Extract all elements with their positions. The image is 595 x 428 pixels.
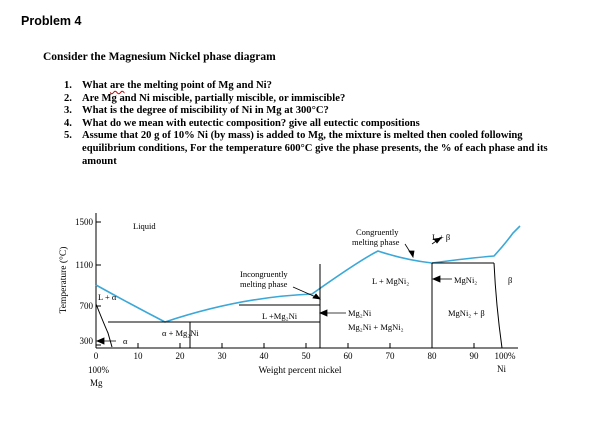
label-mgni2: MgNi₂ — [454, 275, 477, 285]
x-tick-label: 70 — [386, 351, 396, 361]
question-3: 3. What is the degree of miscibility of … — [64, 105, 564, 118]
question-number: 2. — [64, 92, 72, 104]
region-alpha: α — [123, 336, 128, 346]
congruent-label-1: Congruently — [356, 227, 399, 237]
region-l-mg2ni: L +Mg₂Ni — [262, 311, 298, 321]
region-l-beta: L + β — [432, 232, 450, 242]
x-tick-label: 40 — [260, 351, 270, 361]
grammar-flagged-word[interactable]: are — [109, 80, 125, 91]
y-axis-title: Temperature (°C) — [58, 247, 69, 314]
x-tick-label: 100% — [495, 351, 517, 361]
question-number: 1. — [64, 80, 72, 91]
question-text: What do we mean with eutectic compositio… — [82, 117, 420, 129]
alpha-solvus — [95, 303, 113, 348]
question-text: Assume that 20 g of 10% Ni (by mass) is … — [82, 130, 548, 167]
region-beta: β — [508, 275, 512, 285]
question-number: 3. — [64, 105, 72, 117]
x-tick-label: 10 — [134, 351, 144, 361]
left-end-element: Mg — [90, 378, 103, 388]
y-tick-label: 1500 — [75, 217, 94, 227]
region-mgni2-beta: MgNi₂ + β — [448, 308, 485, 318]
region-l-alpha: L + α — [98, 292, 117, 302]
incongruent-label-1: Incongruently — [240, 269, 288, 279]
question-text-start: What — [82, 80, 110, 91]
x-tick-label: 0 — [94, 351, 99, 361]
question-number: 5. — [64, 130, 72, 142]
beta-solvus — [493, 262, 503, 349]
region-mg2ni-mgni2: Mg₂Ni + MgNi₂ — [348, 322, 404, 332]
region-alpha-mg2ni: α + Mg₂Ni — [162, 328, 199, 338]
x-axis-title: Weight percent nickel — [258, 366, 341, 376]
congruent-label-2: melting phase — [352, 237, 400, 247]
question-text: What is the degree of miscibility of Ni … — [82, 105, 329, 117]
question-5: 5. Assume that 20 g of 10% Ni (by mass) … — [64, 130, 564, 168]
x-tick-label: 50 — [302, 351, 312, 361]
region-liquid: Liquid — [133, 221, 156, 231]
label-mg2ni: Mg₂Ni — [348, 308, 372, 318]
right-end-element: Ni — [497, 364, 506, 374]
y-tick-label: 300 — [80, 336, 94, 346]
intro-text: Consider the Magnesium Nickel phase diag… — [43, 51, 276, 63]
question-4: 4. What do we mean with eutectic composi… — [64, 118, 564, 131]
x-tick-label: 60 — [344, 351, 354, 361]
x-tick-label: 30 — [218, 351, 228, 361]
question-list: 1. What are the melting point of Mg and … — [64, 80, 564, 168]
left-end-percent: 100% — [88, 365, 110, 375]
incongruent-label-2: melting phase — [240, 279, 288, 289]
region-l-mgni2: L + MgNi₂ — [372, 276, 409, 286]
question-1: 1. What are the melting point of Mg and … — [64, 80, 564, 93]
y-tick-label: 1100 — [75, 260, 93, 270]
y-tick-label: 700 — [80, 301, 94, 311]
question-text: Are Mg and Ni miscible, partially miscib… — [82, 92, 346, 104]
question-2: 2. Are Mg and Ni miscible, partially mis… — [64, 93, 564, 106]
x-tick-label: 80 — [428, 351, 438, 361]
question-number: 4. — [64, 117, 72, 129]
question-text-end: the melting point of Mg and Ni? — [124, 80, 272, 91]
problem-heading: Problem 4 — [21, 14, 82, 28]
x-tick-label: 20 — [176, 351, 186, 361]
x-tick-label: 90 — [470, 351, 480, 361]
